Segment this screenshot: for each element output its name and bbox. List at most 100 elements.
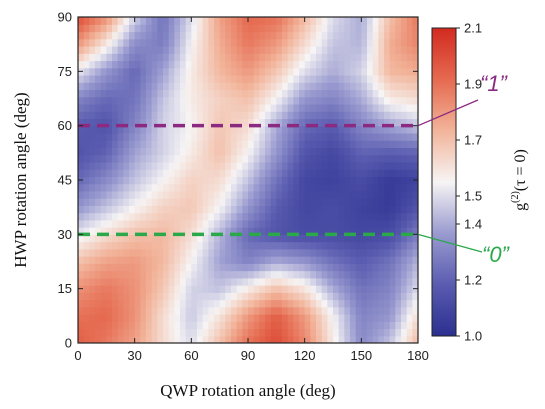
heatmap-cell [197,82,204,91]
heatmap-cell [123,24,130,33]
heatmap-cell [140,219,147,228]
heatmap-cell [412,17,418,25]
heatmap-cell [231,17,238,25]
heatmap-cell [248,256,255,264]
heatmap-cell [151,125,158,134]
heatmap-cell [265,256,272,264]
heatmap-cell [146,17,153,25]
heatmap-cell [219,198,226,206]
heatmap-cell [304,53,311,62]
heatmap-cell [350,169,357,177]
heatmap-cell [242,82,249,91]
heatmap-cell [242,24,249,33]
heatmap-cell [389,277,396,286]
heatmap-cell [83,328,90,337]
heatmap-cell [316,212,323,221]
heatmap-cell [384,17,391,25]
heatmap-cell [378,292,385,301]
heatmap-cell [361,53,368,62]
heatmap-cell [395,198,402,206]
heatmap-cell [338,190,345,199]
heatmap-cell [197,118,204,127]
heatmap-cell [129,89,136,98]
heatmap-cell [214,198,221,206]
heatmap-cell [129,270,136,279]
heatmap-cell [389,67,396,76]
heatmap-cell [83,314,90,322]
heatmap-cell [219,17,226,25]
heatmap-cell [208,161,215,170]
heatmap-cell [146,89,153,98]
heatmap-cell [372,154,379,163]
heatmap-cell [242,314,249,322]
heatmap-cell [276,234,283,243]
heatmap-cell [117,285,124,293]
heatmap-cell [112,132,119,141]
heatmap-cell [202,140,209,148]
heatmap-cell [112,140,119,148]
heatmap-cell [395,154,402,163]
heatmap-cell [310,111,317,120]
heatmap-cell [333,45,340,54]
heatmap-cell [100,212,107,221]
heatmap-cell [259,89,266,98]
heatmap-cell [151,256,158,264]
heatmap-cell [242,277,249,286]
heatmap-cell [253,219,260,228]
heatmap-cell [282,111,289,120]
heatmap-cell [282,212,289,221]
heatmap-cell [367,321,374,330]
heatmap-cell [112,176,119,185]
x-tick-label: 150 [350,348,372,363]
heatmap-cell [100,285,107,293]
heatmap-cell [174,147,181,156]
heatmap-cell [248,212,255,221]
heatmap-cell [270,248,277,257]
heatmap-cell [350,234,357,243]
heatmap-cell [412,219,418,228]
heatmap-cell [378,183,385,192]
heatmap-cell [151,161,158,170]
heatmap-cell [372,306,379,315]
heatmap-cell [372,314,379,322]
heatmap-cell [236,31,243,40]
heatmap-cell [361,263,368,272]
heatmap-cell [174,82,181,91]
heatmap-cell [293,241,300,250]
heatmap-cell [191,328,198,337]
heatmap-cell [372,67,379,76]
heatmap-cell [129,154,136,163]
heatmap-cell [197,140,204,148]
heatmap-cell [321,132,328,141]
heatmap-cell [367,111,374,120]
heatmap-cell [214,285,221,293]
heatmap-cell [270,53,277,62]
heatmap-cell [219,270,226,279]
heatmap-cell [83,103,90,112]
heatmap-cell [361,103,368,112]
heatmap-cell [372,285,379,293]
heatmap-cell [293,285,300,293]
heatmap-cell [134,161,141,170]
heatmap-cell [367,328,374,337]
heatmap-cell [242,198,249,206]
heatmap-cell [214,234,221,243]
heatmap-cell [367,270,374,279]
heatmap-cell [333,190,340,199]
heatmap-cell [163,154,170,163]
heatmap-cell [180,154,187,163]
heatmap-cell [344,31,351,40]
heatmap-cell [304,219,311,228]
heatmap-cell [89,140,96,148]
heatmap-cell [117,292,124,301]
heatmap-cell [202,132,209,141]
heatmap-cell [112,17,119,25]
heatmap-cell [282,161,289,170]
heatmap-cell [384,219,391,228]
heatmap-cell [140,17,147,25]
heatmap-cell [287,248,294,257]
heatmap-cell [412,38,418,47]
heatmap-cell [304,256,311,264]
heatmap-cell [146,82,153,91]
heatmap-cell [367,176,374,185]
